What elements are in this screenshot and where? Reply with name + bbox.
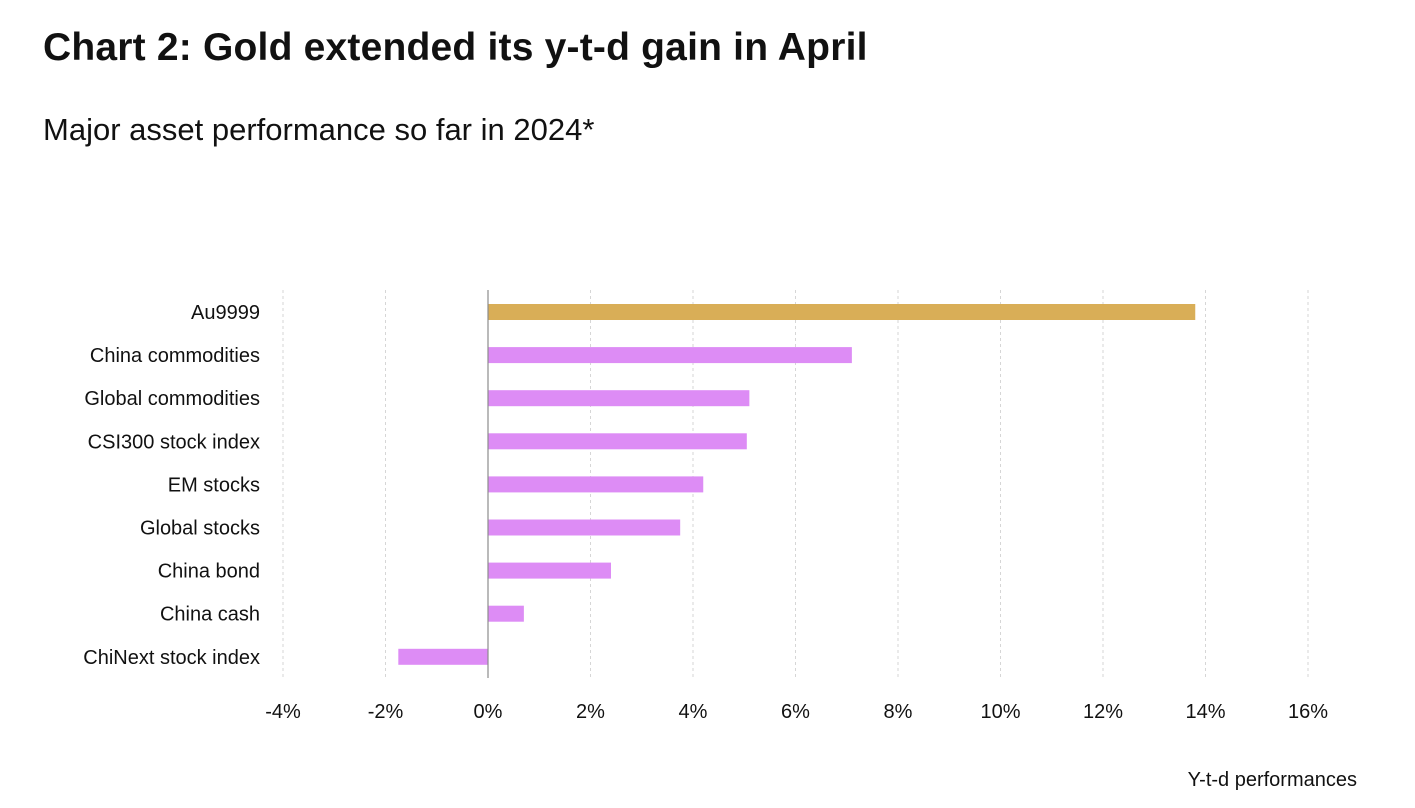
bar [488,605,524,622]
bars [398,304,1196,665]
category-label: Global commodities [84,388,260,410]
category-labels: Au9999 China commodities Global commoditie… [83,302,260,669]
bar [488,390,750,407]
chart-subtitle: Major asset performance so far in 2024* [43,112,595,147]
bar [488,347,852,364]
tick-label: 6% [781,701,810,723]
x-axis-title: Y-t-d performances [1188,769,1357,791]
bar [488,476,704,493]
tick-label: 2% [576,701,605,723]
category-label: Global stocks [140,518,260,540]
tick-label: 14% [1185,701,1225,723]
category-label: EM stocks [168,474,260,496]
tick-labels: -4% -2% 0% 2% 4% 6% 8% 10% 12% 14% 16% [265,701,1328,723]
tick-label: -2% [368,701,404,723]
category-label: CSI300 stock index [88,431,260,453]
category-label: China bond [158,561,260,583]
tick-label: 8% [884,701,913,723]
tick-label: 12% [1083,701,1123,723]
bar [488,304,1196,320]
bar [398,648,488,665]
category-label: Au9999 [191,302,260,324]
bar [488,519,681,536]
tick-label: 10% [980,701,1020,723]
tick-label: -4% [265,701,301,723]
tick-label: 16% [1288,701,1328,723]
bar [488,433,747,450]
chart-title: Chart 2: Gold extended its y-t-d gain in… [43,26,868,69]
tick-label: 4% [679,701,708,723]
category-label: ChiNext stock index [83,647,260,669]
category-label: China cash [160,604,260,626]
category-label: China commodities [90,345,260,367]
tick-label: 0% [474,701,503,723]
bar [488,562,611,579]
